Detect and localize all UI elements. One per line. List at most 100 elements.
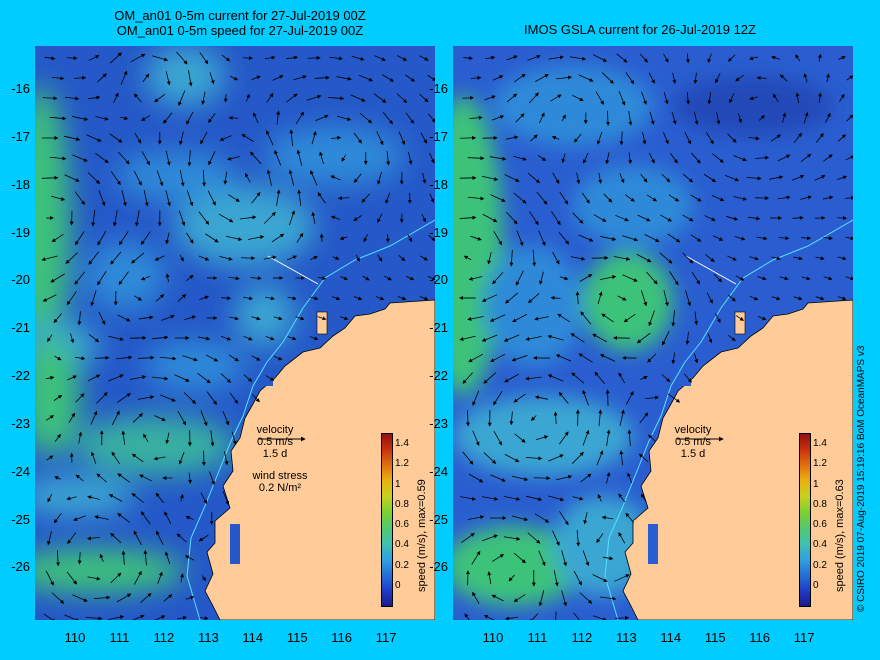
transect-line <box>685 255 737 285</box>
velocity-arrow <box>42 96 58 101</box>
velocity-arrow <box>51 76 65 81</box>
velocity-arrow <box>603 193 613 203</box>
velocity-arrow <box>529 613 539 620</box>
velocity-arrow <box>472 430 480 447</box>
velocity-arrow <box>778 236 790 241</box>
velocity-arrow <box>328 96 345 101</box>
velocity-arrow <box>315 114 329 122</box>
velocity-arrow <box>573 133 582 143</box>
velocity-arrow <box>289 210 296 226</box>
velocity-arrow <box>223 94 228 103</box>
velocity-arrow <box>185 595 195 600</box>
velocity-arrow <box>534 316 549 321</box>
velocity-arrow <box>768 175 784 180</box>
velocity-arrow <box>377 171 382 185</box>
velocity-arrow <box>661 374 671 383</box>
velocity-arrow <box>97 73 107 83</box>
velocity-arrow <box>130 53 146 63</box>
velocity-arrow <box>645 395 660 400</box>
velocity-arrow <box>693 111 699 125</box>
velocity-arrow <box>570 56 587 61</box>
velocity-arrow <box>221 54 231 62</box>
velocity-arrow <box>220 335 232 341</box>
velocity-arrow <box>793 256 803 261</box>
latitude-tick-label: -18 <box>429 176 448 192</box>
velocity-label: velocity <box>674 424 712 436</box>
velocity-arrow <box>671 111 677 125</box>
velocity-arrow <box>552 530 560 546</box>
velocity-arrow <box>467 156 485 161</box>
velocity-arrow <box>845 276 853 281</box>
velocity-arrow <box>96 473 107 483</box>
velocity-arrow <box>377 213 383 223</box>
velocity-arrow <box>490 194 506 202</box>
velocity-arrow <box>77 311 82 326</box>
velocity-arrow <box>117 473 130 483</box>
latitude-tick-label: -23 <box>11 415 30 431</box>
velocity-arrow <box>133 170 142 186</box>
latitude-tick-label: -22 <box>429 368 448 384</box>
velocity-arrow <box>550 94 562 102</box>
velocity-arrow <box>800 195 812 200</box>
velocity-arrow <box>286 93 298 103</box>
velocity-arrow <box>121 430 126 445</box>
velocity-arrow <box>359 74 374 82</box>
velocity-arrow <box>505 135 519 140</box>
velocity-arrow <box>625 512 635 524</box>
velocity-arrow <box>815 256 825 261</box>
velocity-arrow <box>483 615 495 620</box>
velocity-arrow <box>263 211 276 224</box>
velocity-arrow <box>703 173 717 183</box>
velocity-arrow <box>582 550 590 567</box>
velocity-arrow <box>601 515 614 520</box>
velocity-arrow <box>846 75 853 81</box>
velocity-arrow <box>382 111 393 125</box>
velocity-arrow <box>648 72 655 84</box>
velocity-arrow <box>583 512 588 525</box>
velocity-arrow <box>94 515 109 520</box>
velocity-arrow <box>468 473 484 483</box>
left-title-line2: OM_an01 0-5m speed for 27-Jul-2019 00Z <box>116 23 364 38</box>
velocity-scale-label: 0.5 m/s <box>256 436 294 448</box>
velocity-arrow <box>792 215 804 220</box>
isobath-line <box>186 219 435 620</box>
velocity-arrow <box>66 291 77 306</box>
velocity-arrow <box>685 53 690 64</box>
velocity-arrow <box>109 52 122 64</box>
velocity-arrow <box>271 233 285 243</box>
velocity-arrow <box>729 93 735 104</box>
velocity-arrow <box>293 75 307 81</box>
velocity-arrow <box>570 333 585 343</box>
velocity-arrow <box>157 571 163 584</box>
velocity-arrow <box>671 309 676 327</box>
velocity-arrow <box>845 236 853 241</box>
velocity-arrow <box>427 113 435 123</box>
velocity-arrow <box>462 451 474 465</box>
latitude-tick-label: -19 <box>429 224 448 240</box>
velocity-arrow <box>198 255 210 261</box>
right-colorbar <box>799 433 811 607</box>
velocity-arrow <box>490 474 506 482</box>
velocity-arrow <box>529 211 539 226</box>
velocity-arrow <box>482 213 498 223</box>
velocity-arrow <box>481 496 499 501</box>
colorbar-tick-label: 0.4 <box>813 539 827 551</box>
velocity-arrow <box>429 193 435 203</box>
velocity-arrow <box>373 93 387 103</box>
velocity-scale-label: 0.5 m/s <box>674 436 712 448</box>
velocity-arrow <box>47 494 53 503</box>
velocity-arrow <box>227 156 240 161</box>
velocity-arrow <box>121 190 127 207</box>
velocity-arrow <box>528 92 539 104</box>
velocity-arrow <box>251 316 261 321</box>
velocity-arrow <box>525 456 543 461</box>
velocity-arrow <box>132 614 145 620</box>
velocity-arrow <box>142 73 150 83</box>
velocity-arrow <box>756 75 767 80</box>
left-current-map <box>35 46 435 620</box>
velocity-arrow <box>532 249 537 267</box>
velocity-arrow <box>606 429 611 446</box>
velocity-arrow <box>132 413 143 423</box>
latitude-tick-label: -20 <box>11 272 30 288</box>
velocity-arrow <box>527 532 541 544</box>
